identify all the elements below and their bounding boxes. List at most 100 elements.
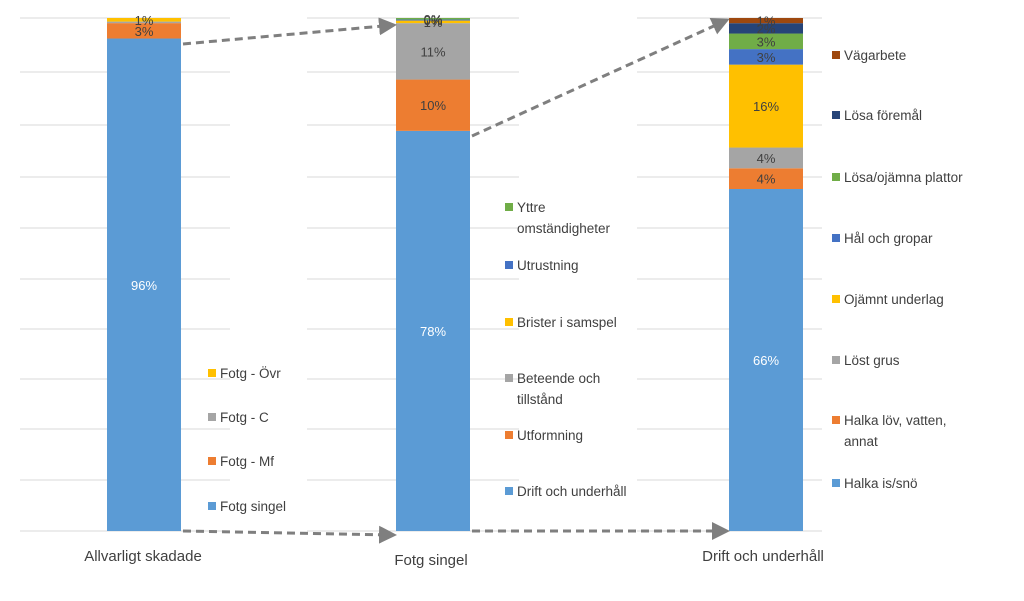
legend-label-line: Brister i samspel <box>517 315 617 330</box>
legend-label-line: Utformning <box>517 428 583 443</box>
bar-segment-löst-grus <box>729 147 803 169</box>
legend-label-line: Ojämnt underlag <box>844 292 944 307</box>
legend-swatch <box>505 374 513 382</box>
legend-item-fotg-mf: Fotg - Mf <box>208 454 274 469</box>
legends: Fotg - Övr Fotg - C Fotg - Mf Fotg singel Yt… <box>208 48 963 514</box>
data-label: 0% <box>424 13 443 28</box>
legend-label: Fotg singel <box>220 499 286 514</box>
legend-item-yttre-omständigheter: Yttre omständigheter <box>505 200 611 236</box>
legend-label: Utrustning <box>517 258 579 273</box>
legend-label-line: Lösa/ojämna plattor <box>844 170 963 185</box>
legend-label-line: Halka löv, vatten, <box>844 413 947 428</box>
bar-segment-yttre-omständigheter <box>396 18 470 20</box>
legend-label-line: Fotg - Mf <box>220 454 274 469</box>
connector-arrow <box>471 18 730 138</box>
legend-swatch <box>832 295 840 303</box>
legend-label: Vägarbete <box>844 48 906 63</box>
data-label: 2% <box>757 21 776 36</box>
bar-segment-vägarbete <box>729 18 803 24</box>
bar-stack-fotg-singel: 78%10%11%1%0%0% <box>396 12 470 532</box>
legend-item-utrustning: Utrustning <box>505 258 579 273</box>
data-label: 3% <box>135 24 154 39</box>
legend-label-line: Drift och underhåll <box>517 484 627 499</box>
bar-segment-ojämnt-underlag <box>729 64 803 148</box>
legend-label: Beteende och tillstånd <box>517 371 600 407</box>
bar-segment-beteende-och-tillstånd <box>396 23 470 80</box>
legend-label-line: omständigheter <box>517 221 611 236</box>
data-label: 0% <box>424 12 443 27</box>
bar-segment-utformning <box>396 79 470 131</box>
legend-item-drift-och-underhåll: Drift och underhåll <box>505 484 627 499</box>
legend-item-fotg-singel: Fotg singel <box>208 499 286 514</box>
bar-segment-brister-i-samspel <box>396 20 470 24</box>
legend-label-line: Fotg - C <box>220 410 269 425</box>
legend-label: Fotg - Mf <box>220 454 274 469</box>
data-label: 78% <box>420 324 446 339</box>
legend-item-hål-och-gropar: Hål och gropar <box>832 231 933 246</box>
legend-item-lösa-ojämna-plattor: Lösa/ojämna plattor <box>832 170 963 185</box>
bar-segment-halka-is-snö <box>729 189 803 531</box>
connector-arrow <box>182 17 397 46</box>
category-label: Fotg singel <box>394 552 467 569</box>
legend-swatch <box>832 51 840 59</box>
legend-label-line: tillstånd <box>517 392 563 407</box>
legend-swatch <box>505 261 513 269</box>
legend-item-halka-löv-vatten-annat: Halka löv, vatten, annat <box>832 413 947 449</box>
data-label: 1% <box>757 14 776 29</box>
legend-label-line: Utrustning <box>517 258 579 273</box>
legend-item-fotg-c: Fotg - C <box>208 410 269 425</box>
category-label: Drift och underhåll <box>702 548 824 565</box>
data-label: 3% <box>757 34 776 49</box>
data-label: 16% <box>753 99 779 114</box>
legend-swatch <box>832 173 840 181</box>
legend-item-utformning: Utformning <box>505 428 583 443</box>
legend-label: Löst grus <box>844 353 900 368</box>
legend-label-line: Hål och gropar <box>844 231 933 246</box>
category-labels: Allvarligt skadade Fotg singel Drift och u… <box>84 548 824 569</box>
category-label: Allvarligt skadade <box>84 548 202 565</box>
legend-item-lösa-föremål: Lösa föremål <box>832 108 922 123</box>
legend-label-line: Lösa föremål <box>844 108 922 123</box>
legend-swatch <box>505 318 513 326</box>
data-label: 96% <box>131 278 157 293</box>
bar-stack-drift-och-underhåll: 66%4%4%16%3%3%2%1% <box>729 14 803 531</box>
bar-segment-fotg-singel <box>107 38 181 532</box>
legend-item-vägarbete: Vägarbete <box>832 48 906 63</box>
legend-label: Lösa/ojämna plattor <box>844 170 963 185</box>
legend-label: Brister i samspel <box>517 315 617 330</box>
legend-label-line: Beteende och <box>517 371 600 386</box>
legend-label: Ojämnt underlag <box>844 292 944 307</box>
data-label: 4% <box>757 172 776 187</box>
bar-segment-lösa-ojämna-plattor <box>729 33 803 50</box>
bars: 96%3%1%78%10%11%1%0%0%66%4%4%16%3%3%2%1% <box>107 12 803 532</box>
legend-item-halka-is-snö: Halka is/snö <box>832 476 918 491</box>
legend-item-brister-i-samspel: Brister i samspel <box>505 315 617 330</box>
legend-swatch <box>208 369 216 377</box>
data-label: 1% <box>135 13 154 28</box>
legend-label-line: Fotg singel <box>220 499 286 514</box>
legend-label: Lösa föremål <box>844 108 922 123</box>
legend-item-löst-grus: Löst grus <box>832 353 900 368</box>
legend-label: Halka löv, vatten, annat <box>844 413 947 449</box>
legend-label-line: annat <box>844 434 878 449</box>
legend-swatch <box>832 416 840 424</box>
data-label: 3% <box>757 50 776 65</box>
legend-label: Hål och gropar <box>844 231 933 246</box>
data-label: 66% <box>753 353 779 368</box>
legend-swatch <box>832 479 840 487</box>
bar-segment-utrustning <box>396 19 470 21</box>
legend-swatch <box>505 487 513 495</box>
bar-segment-fotg-övr <box>107 18 181 22</box>
legend-label: Yttre omständigheter <box>517 200 611 236</box>
legend-swatch <box>208 413 216 421</box>
legend-label: Utformning <box>517 428 583 443</box>
legend-swatch <box>208 457 216 465</box>
legend-label: Fotg - C <box>220 410 269 425</box>
legend-item-fotg-övr: Fotg - Övr <box>208 366 281 381</box>
connector-arrow <box>182 525 397 544</box>
bar-segment-lösa-föremål <box>729 23 803 34</box>
legend-swatch <box>505 203 513 211</box>
legend-label-line: Halka is/snö <box>844 476 918 491</box>
legend-label-line: Fotg - Övr <box>220 366 281 381</box>
